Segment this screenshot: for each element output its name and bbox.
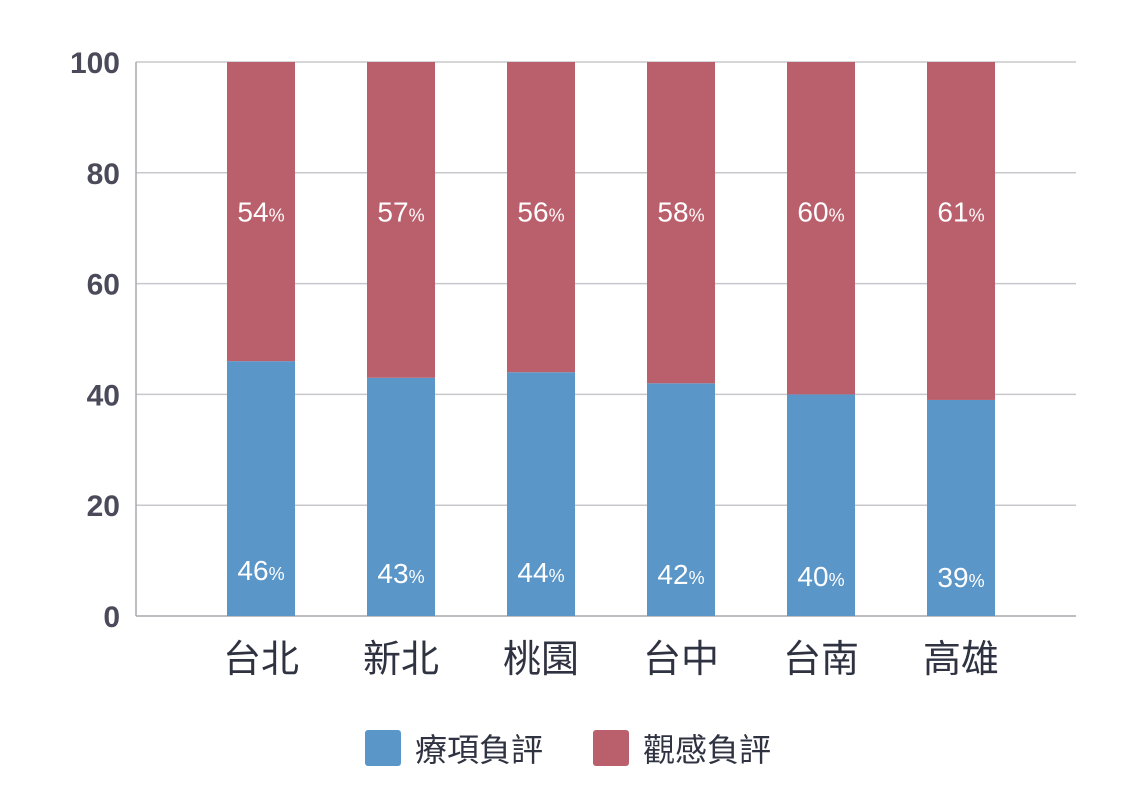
bar-segment xyxy=(927,399,995,616)
legend-swatch xyxy=(593,730,629,766)
x-tick-label: 台北 xyxy=(223,637,299,681)
y-axis-ticks: 0 20 40 60 80 100 xyxy=(70,47,120,634)
bar-segment xyxy=(927,62,995,400)
x-axis-ticks: 台北 新北 桃園 台中 台南 高雄 xyxy=(223,637,999,681)
y-tick-label: 80 xyxy=(87,158,120,191)
y-tick-label: 0 xyxy=(103,601,120,634)
legend-item-series-2: 觀感負評 xyxy=(593,725,771,771)
legend-swatch xyxy=(364,730,401,766)
x-tick-label: 新北 xyxy=(363,637,439,681)
y-tick-label: 100 xyxy=(70,47,120,80)
bar-segment xyxy=(787,62,855,395)
legend: 療項負評 觀感負評 xyxy=(0,718,1136,778)
bar-segment xyxy=(507,372,575,616)
x-tick-label: 台南 xyxy=(783,637,859,681)
bar-segment xyxy=(227,361,295,616)
legend-item-series-1: 療項負評 xyxy=(364,725,543,771)
stacked-bar-chart: 46%54%43%57%44%56%42%58%40%60%39%61% 020… xyxy=(70,47,1076,681)
bar-segment xyxy=(647,383,715,616)
bar-segment xyxy=(367,377,435,616)
data-labels: 46%54%43%57%44%56%42%58%40%60%39%61% xyxy=(237,197,984,594)
bar-segment xyxy=(787,394,855,616)
bar-segment xyxy=(647,62,715,384)
data-label: 56% xyxy=(517,197,564,228)
y-tick-label: 20 xyxy=(87,490,120,523)
y-tick-label: 40 xyxy=(87,379,120,412)
data-label: 44% xyxy=(517,557,564,588)
data-label: 43% xyxy=(377,558,424,589)
data-label: 57% xyxy=(377,197,424,228)
x-tick-label: 高雄 xyxy=(923,637,999,681)
x-tick-label: 台中 xyxy=(643,637,719,681)
y-tick-label: 60 xyxy=(87,269,120,302)
bar-segment xyxy=(507,62,575,373)
x-tick-label: 桃園 xyxy=(503,637,579,681)
legend-label: 療項負評 xyxy=(414,731,543,769)
bar-segment xyxy=(367,62,435,378)
bar-segment xyxy=(227,62,295,362)
bars xyxy=(227,62,995,616)
legend-label: 觀感負評 xyxy=(643,731,772,769)
